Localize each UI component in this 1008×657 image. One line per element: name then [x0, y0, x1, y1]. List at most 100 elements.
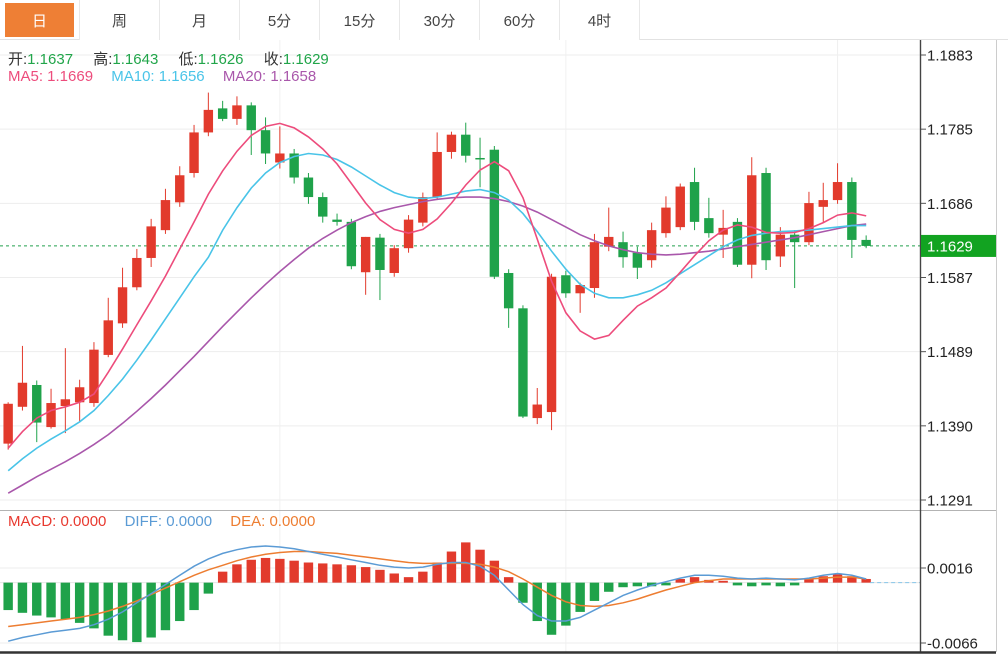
macd-histogram-layer [3, 542, 871, 643]
candle[interactable] [546, 276, 557, 413]
candle[interactable] [503, 272, 514, 309]
macd-tick-label: 0.0016 [927, 561, 973, 578]
candle[interactable] [89, 349, 99, 404]
macd-bar [646, 582, 657, 587]
macd-bar [818, 576, 828, 583]
candle[interactable] [232, 105, 242, 119]
tab-4hour[interactable]: 4时 [560, 0, 640, 40]
tab-60min[interactable]: 60分 [480, 0, 560, 40]
candle[interactable] [60, 399, 71, 407]
candle[interactable] [303, 177, 314, 198]
ma5-label: MA5: 1.1669 [8, 68, 94, 85]
candle[interactable] [847, 182, 857, 240]
macd-bar [403, 577, 414, 583]
candle[interactable] [446, 134, 457, 152]
candle[interactable] [246, 105, 256, 131]
tab-15min[interactable]: 15分 [320, 0, 400, 40]
dea-line [8, 550, 867, 628]
candle[interactable] [74, 387, 85, 403]
candle[interactable] [189, 132, 199, 174]
candle[interactable] [132, 257, 142, 288]
macd-bar [503, 577, 514, 583]
candle[interactable] [360, 236, 371, 273]
price-tick-label: 1.1390 [927, 418, 973, 435]
candle[interactable] [632, 252, 643, 268]
candle[interactable] [561, 275, 571, 294]
candle[interactable] [732, 221, 743, 265]
candle[interactable] [675, 186, 685, 228]
macd-bar [775, 582, 786, 587]
candlestick-chart[interactable]: 1.1883 1.1785 1.1686 1.1587 1.1489 1.1390 1.12… [0, 40, 1008, 510]
candle[interactable] [175, 175, 185, 203]
candle[interactable] [575, 285, 585, 294]
candle[interactable] [389, 248, 399, 273]
candle[interactable] [775, 234, 786, 257]
candle[interactable] [489, 149, 500, 277]
macd-bar [175, 582, 185, 622]
candle[interactable] [146, 226, 156, 258]
macd-bar [546, 582, 557, 635]
candle[interactable] [418, 197, 428, 223]
candle[interactable] [804, 203, 814, 243]
tab-day[interactable]: 日 [0, 0, 80, 40]
tab-week[interactable]: 周 [80, 0, 160, 40]
candle[interactable] [375, 237, 385, 270]
candle[interactable] [761, 173, 771, 261]
candle[interactable] [203, 109, 214, 133]
ohlc-info-row: 开:1.1637 高:1.1643 低:1.1626 收:1.1629 [8, 48, 345, 69]
candle[interactable] [275, 153, 285, 163]
candle[interactable] [332, 219, 342, 222]
candle[interactable] [289, 153, 299, 178]
candle[interactable] [818, 200, 828, 207]
candle[interactable] [318, 197, 328, 217]
candlestick-panel[interactable]: 1.1883 1.1785 1.1686 1.1587 1.1489 1.1390 1.12… [0, 40, 1008, 510]
candle[interactable] [689, 182, 700, 222]
macd-bar [632, 582, 643, 587]
tab-5min[interactable]: 5分 [240, 0, 320, 40]
candle[interactable] [646, 230, 657, 261]
candle[interactable] [17, 382, 28, 407]
macd-bar [260, 557, 271, 583]
candle[interactable] [117, 287, 128, 324]
low-label: 低: [178, 51, 198, 68]
candle[interactable] [589, 242, 600, 289]
candle[interactable] [832, 182, 843, 201]
candle[interactable] [260, 130, 271, 154]
macd-bar [332, 564, 342, 583]
candle[interactable] [532, 404, 542, 419]
macd-bar [3, 582, 13, 611]
current-price-badge [921, 234, 996, 257]
tab-30min[interactable]: 30分 [400, 0, 480, 40]
macd-panel[interactable]: 0.0016 -0.0066 MACD: 0.0000 DIFF: 0.0000 … [0, 510, 1008, 657]
high-value: 1.1643 [112, 51, 159, 68]
candle[interactable] [217, 108, 228, 119]
ma10-label: MA10: 1.1656 [111, 68, 205, 85]
macd-tick-label: -0.0066 [927, 636, 978, 653]
macd-bar [604, 582, 614, 592]
candle[interactable] [747, 175, 757, 265]
candle[interactable] [704, 218, 714, 234]
macd-bar [661, 582, 671, 586]
candle[interactable] [461, 134, 471, 156]
candle[interactable] [661, 207, 671, 234]
macd-bar [861, 578, 871, 583]
candle[interactable] [718, 227, 728, 235]
candle[interactable] [518, 308, 528, 417]
candle[interactable] [103, 320, 113, 355]
candle[interactable] [861, 239, 871, 246]
tab-month[interactable]: 月 [160, 0, 240, 40]
candle[interactable] [3, 403, 13, 444]
macd-bar [732, 582, 743, 586]
low-value: 1.1626 [197, 51, 244, 68]
ma10-line [7, 152, 867, 472]
macd-bar [60, 582, 71, 620]
candle[interactable] [46, 403, 56, 428]
candle[interactable] [432, 151, 442, 198]
candle[interactable] [346, 221, 357, 267]
candle[interactable] [160, 200, 171, 231]
current-price-badge-label: 1.1629 [927, 238, 973, 255]
candle[interactable] [604, 236, 614, 247]
macd-chart[interactable]: 0.0016 -0.0066 [0, 510, 1008, 657]
candle[interactable] [475, 157, 485, 160]
candle[interactable] [32, 384, 42, 423]
